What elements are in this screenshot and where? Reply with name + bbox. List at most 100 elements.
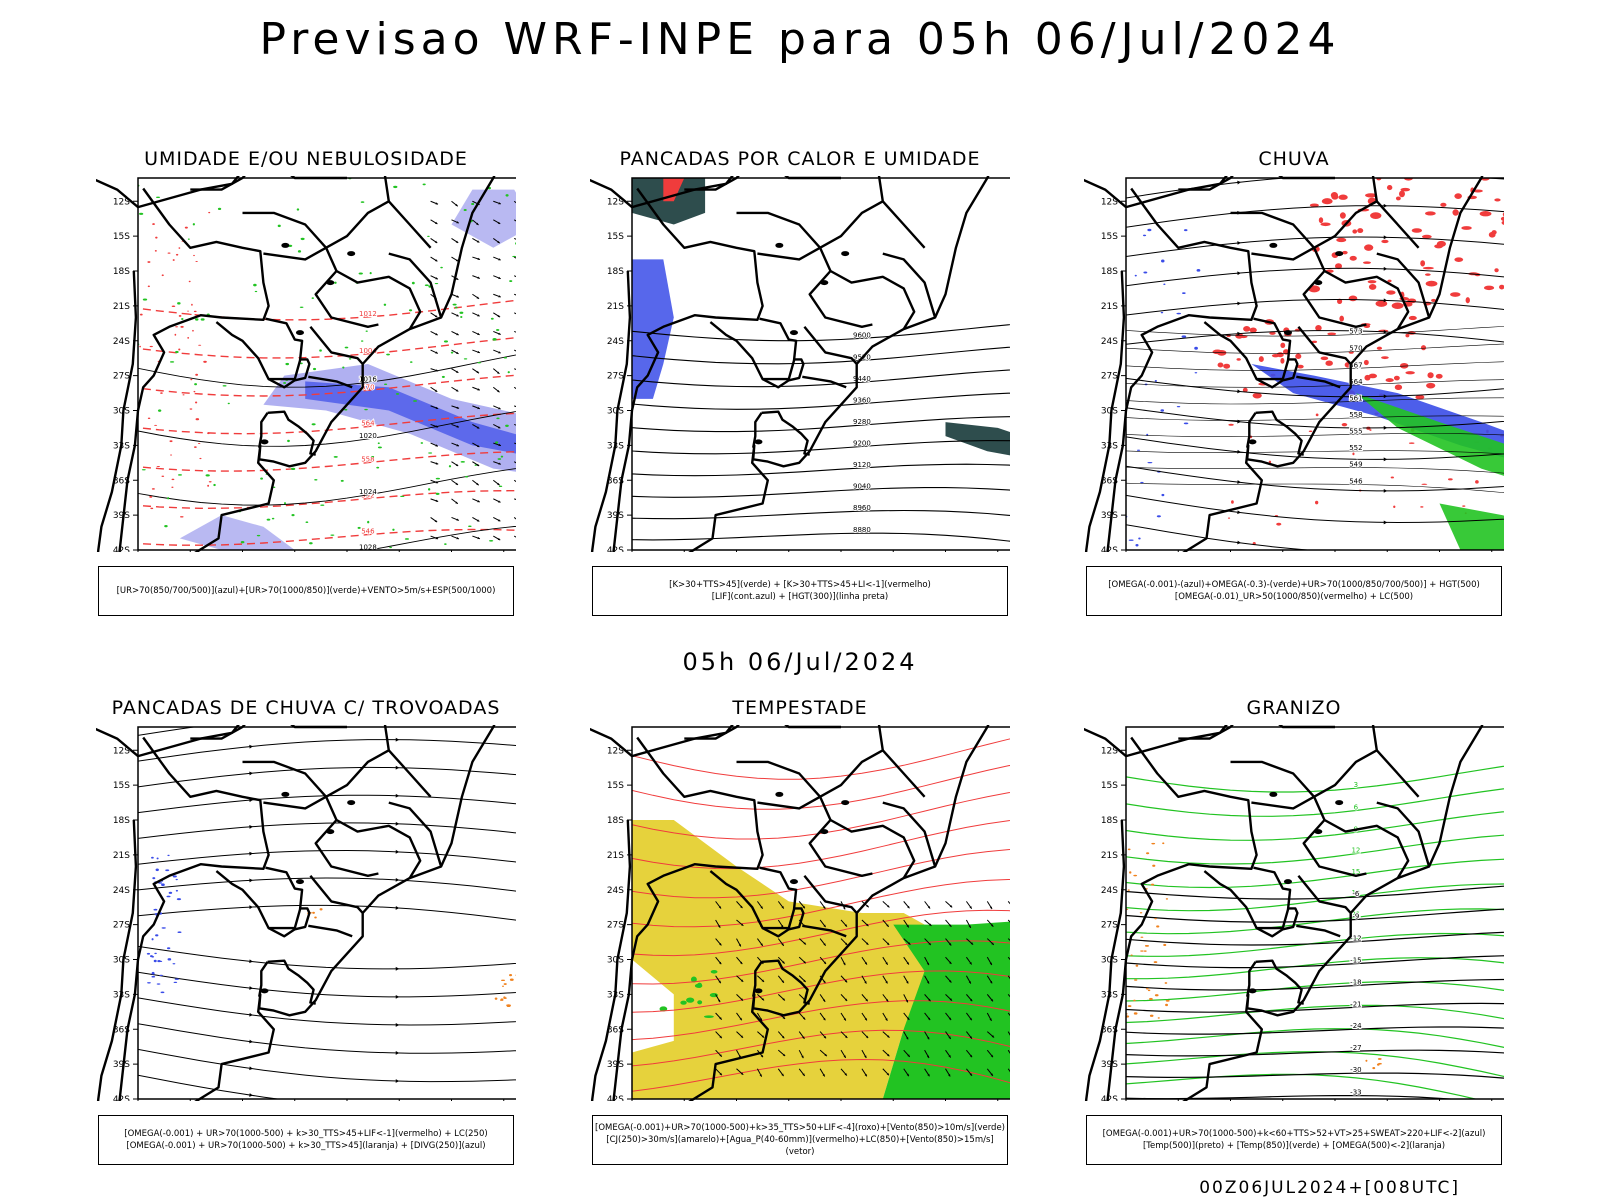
- wind-vector-head: [905, 999, 908, 1003]
- streamline: [138, 997, 516, 1026]
- wind-vector-head: [865, 942, 869, 945]
- thickness-dot: [190, 378, 193, 381]
- legend-line: [Temp(500)](preto) + [Temp(850)](verde) …: [1142, 1141, 1446, 1151]
- wind-vector-head: [865, 998, 868, 1002]
- omega-orange: [1150, 883, 1155, 886]
- low-level-humidity: [357, 526, 361, 529]
- thickness-dot: [160, 392, 163, 394]
- wind-vector: [514, 330, 516, 333]
- wind-vector-head: [949, 905, 953, 908]
- thickness-contour: [138, 489, 516, 510]
- rain-red: [1325, 360, 1333, 366]
- country-border: [1296, 375, 1341, 389]
- streamline: [1126, 205, 1504, 228]
- rain-red: [1228, 423, 1234, 426]
- rain-red: [1349, 255, 1357, 261]
- hgt500-contour: [1126, 397, 1504, 405]
- basemap: [96, 176, 496, 552]
- low-level-humidity: [505, 194, 509, 197]
- low-level-humidity: [434, 282, 439, 285]
- rain-red: [1242, 387, 1248, 393]
- divergence-blue: [151, 975, 156, 978]
- lat-tick-label: 30S: [1101, 956, 1118, 966]
- omega-orange: [1134, 979, 1138, 981]
- rain-red: [1217, 362, 1224, 368]
- wind-vector-head: [823, 924, 826, 928]
- omega-orange: [1126, 1015, 1130, 1018]
- wind-vector-head: [455, 463, 459, 466]
- thickness-dot: [208, 211, 211, 214]
- omega-blue-dot: [1143, 271, 1148, 274]
- contour-label: 9600: [853, 331, 871, 339]
- country-border: [1256, 358, 1299, 389]
- omega-blue-dot: [1138, 537, 1141, 540]
- rain-red: [1243, 325, 1251, 332]
- lake: [1335, 800, 1344, 806]
- thickness-dot: [154, 424, 158, 426]
- omega-blue-dot: [1176, 312, 1182, 315]
- wind-vector-head: [476, 426, 480, 429]
- lat-tick-label: 24S: [113, 337, 130, 347]
- streamline: [138, 1074, 282, 1099]
- wind-vector-head: [929, 923, 932, 926]
- rain-red: [1398, 190, 1405, 198]
- streamline: [1126, 236, 1504, 258]
- low-level-humidity: [177, 474, 183, 476]
- wind-vector-head: [822, 999, 826, 1002]
- hgt500-contour: [1126, 450, 1504, 455]
- rain-red: [1342, 250, 1348, 255]
- streamline850: [632, 1000, 1010, 1041]
- wind-vector-head: [477, 276, 480, 279]
- wind-vector-head: [865, 1035, 869, 1039]
- rain-red: [1491, 230, 1497, 235]
- wind-vector-head: [477, 388, 480, 391]
- wind-vector-head: [718, 980, 721, 984]
- wind850: [697, 982, 703, 988]
- wind-vector-head: [969, 998, 973, 1002]
- omega-blue-dot: [1135, 544, 1139, 547]
- low-level-humidity: [330, 534, 335, 536]
- streamline: [138, 794, 516, 814]
- wind-vector-head: [803, 979, 806, 983]
- country-border: [803, 875, 858, 914]
- wind-vector-head: [477, 314, 480, 317]
- rain-red: [1421, 234, 1432, 239]
- low-level-humidity: [192, 223, 195, 226]
- lake: [789, 330, 798, 336]
- low-level-humidity: [424, 284, 429, 287]
- panel-title: UMIDADE E/OU NEBULOSIDADE: [144, 148, 468, 170]
- temp850-contour: [1126, 981, 1504, 1002]
- lat-tick-label: 30S: [113, 407, 130, 417]
- rain-red: [1448, 478, 1453, 481]
- low-level-humidity: [319, 349, 322, 352]
- hgt300-contour: [632, 346, 1010, 365]
- wind-vector-head: [477, 332, 480, 335]
- streamline-arrow: [395, 849, 400, 854]
- omega-orange: [1140, 936, 1144, 938]
- temp850-contour: [1126, 858, 1504, 889]
- country-border: [335, 818, 422, 879]
- lat-tick-label: 30S: [113, 956, 130, 966]
- rain-red: [1276, 522, 1282, 526]
- wind-vector-head: [497, 221, 501, 224]
- wind-vector-head: [435, 351, 438, 354]
- omega-green: [1355, 393, 1504, 476]
- divergence-blue: [155, 934, 159, 937]
- low-level-humidity: [404, 538, 410, 540]
- divergence-blue: [161, 883, 165, 887]
- wind-vector-head: [989, 980, 993, 984]
- wind-vector-head: [801, 1055, 804, 1059]
- wind-vector-head: [844, 998, 848, 1001]
- wind-vector-head: [970, 942, 974, 945]
- wind-vector-head: [803, 942, 806, 945]
- wind-vector-head: [434, 259, 438, 262]
- legend-box: [OMEGA(-0.001)-(azul)+OMEGA(-0.3)-(verde…: [1086, 566, 1502, 616]
- divergence-blue: [166, 947, 171, 950]
- thickness-dot: [188, 280, 191, 283]
- lat-tick-label: 36S: [113, 1025, 130, 1035]
- wind-vector-head: [948, 1036, 951, 1039]
- lat-tick-label: 42S: [607, 1095, 624, 1101]
- wind-vector-head: [456, 332, 459, 336]
- temp500-contour: [1126, 1002, 1504, 1013]
- lat-tick-label: 36S: [113, 476, 130, 486]
